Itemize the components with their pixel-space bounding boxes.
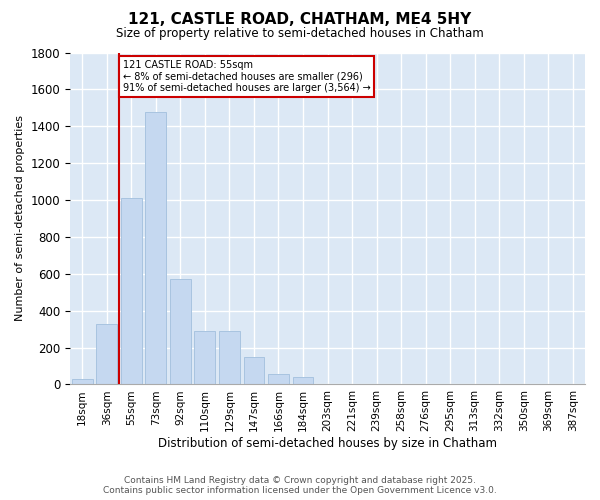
Text: Size of property relative to semi-detached houses in Chatham: Size of property relative to semi-detach… xyxy=(116,28,484,40)
Y-axis label: Number of semi-detached properties: Number of semi-detached properties xyxy=(15,116,25,322)
Bar xyxy=(194,331,215,384)
Text: Contains HM Land Registry data © Crown copyright and database right 2025.
Contai: Contains HM Land Registry data © Crown c… xyxy=(103,476,497,495)
Bar xyxy=(170,280,191,384)
Bar xyxy=(268,374,289,384)
Bar xyxy=(293,377,313,384)
X-axis label: Distribution of semi-detached houses by size in Chatham: Distribution of semi-detached houses by … xyxy=(158,437,497,450)
Bar xyxy=(219,331,240,384)
Bar xyxy=(145,112,166,384)
Bar xyxy=(244,357,265,384)
Text: 121, CASTLE ROAD, CHATHAM, ME4 5HY: 121, CASTLE ROAD, CHATHAM, ME4 5HY xyxy=(128,12,472,28)
Bar xyxy=(72,379,93,384)
Bar xyxy=(97,324,117,384)
Text: 121 CASTLE ROAD: 55sqm
← 8% of semi-detached houses are smaller (296)
91% of sem: 121 CASTLE ROAD: 55sqm ← 8% of semi-deta… xyxy=(123,60,371,93)
Bar xyxy=(121,198,142,384)
